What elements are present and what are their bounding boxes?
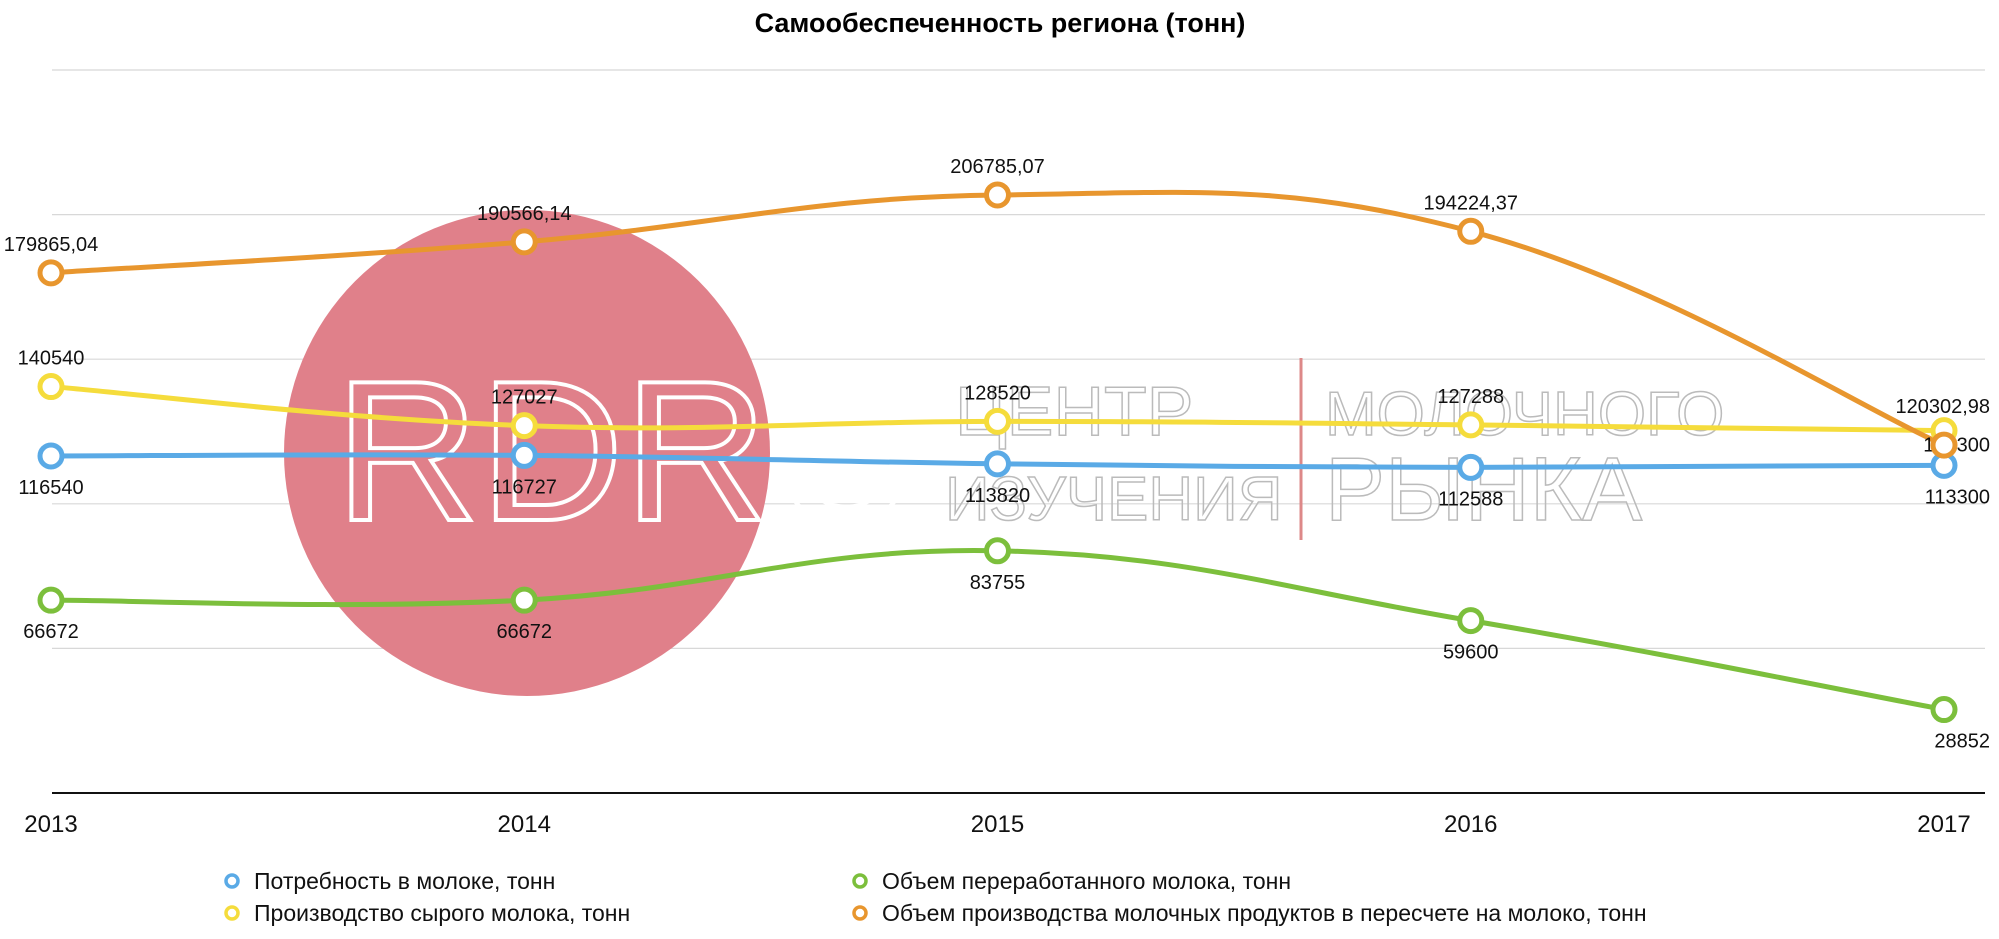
data-point	[37, 586, 65, 614]
legend-item[interactable]: Объем производства молочных продуктов в …	[852, 900, 1647, 926]
data-label: 83755	[970, 572, 1026, 594]
legend-marker-icon	[852, 873, 868, 889]
data-point	[1930, 696, 1958, 724]
data-label: 190566,14	[477, 203, 572, 225]
data-point	[984, 181, 1011, 209]
data-point	[510, 412, 538, 440]
data-point	[984, 407, 1011, 435]
data-point	[984, 450, 1011, 478]
x-tick-label: 2016	[1444, 811, 1497, 838]
legend-label: Объем производства молочных продуктов в …	[882, 900, 1647, 926]
chart-title: Самообеспеченность региона (тонн)	[755, 8, 1246, 38]
x-tick-label: 2017	[1917, 811, 1970, 838]
x-axis: 2013 2014 2015 2016 2017	[24, 811, 1970, 838]
data-label: 66672	[23, 621, 79, 643]
legend-label: Объем переработанного молока, тонн	[882, 868, 1291, 894]
data-label: 179865,04	[4, 234, 99, 256]
legend-marker-icon	[224, 873, 240, 889]
legend-label: Потребность в молоке, тонн	[254, 868, 555, 894]
data-point	[1457, 217, 1485, 245]
legend-label: Производство сырого молока, тонн	[254, 900, 630, 926]
x-tick-label: 2013	[24, 811, 77, 838]
data-point	[37, 373, 65, 401]
data-label: 116540	[18, 477, 83, 499]
data-label: 112588	[1438, 488, 1503, 510]
data-label: 113300	[1925, 486, 1990, 508]
data-point	[1457, 607, 1485, 635]
data-point	[510, 228, 538, 256]
data-label: 116727	[492, 476, 557, 498]
data-point	[984, 537, 1011, 565]
watermark-line3: МОЛОЧНОГО	[1325, 380, 1724, 449]
legend: Потребность в молоке, тонн Производство с…	[224, 868, 1647, 926]
legend-item[interactable]: Объем переработанного молока, тонн	[852, 868, 1291, 894]
legend-item[interactable]: Потребность в молоке, тонн	[224, 868, 555, 894]
data-point	[510, 586, 538, 614]
data-point	[1930, 431, 1958, 459]
data-point	[510, 441, 538, 469]
legend-marker-icon	[852, 905, 868, 921]
watermark-logo: RDRC	[335, 340, 913, 563]
x-tick-label: 2014	[498, 811, 551, 838]
data-label: 127288	[1437, 386, 1504, 408]
data-label: 194224,37	[1423, 192, 1518, 214]
data-label: 28852	[1934, 731, 1990, 753]
data-label: 140540	[18, 348, 85, 370]
data-label: 66672	[496, 621, 552, 643]
watermark-line4: РЫНКА	[1325, 440, 1642, 540]
legend-item[interactable]: Производство сырого молока, тонн	[224, 900, 630, 926]
data-point	[1457, 453, 1485, 481]
data-label: 120302,98	[1895, 396, 1990, 418]
data-label: 128520	[964, 382, 1031, 404]
data-point	[37, 442, 65, 470]
series-layer: 66672 66672 83755 59600 28852 116540 116727 113…	[4, 156, 1990, 753]
data-label: 127027	[491, 387, 558, 409]
legend-marker-icon	[224, 905, 240, 921]
data-label: 59600	[1443, 642, 1499, 664]
x-tick-label: 2015	[971, 811, 1024, 838]
data-point	[37, 259, 65, 287]
data-label: 113820	[965, 485, 1030, 507]
data-label: 206785,07	[950, 156, 1045, 178]
data-point	[1457, 411, 1485, 439]
